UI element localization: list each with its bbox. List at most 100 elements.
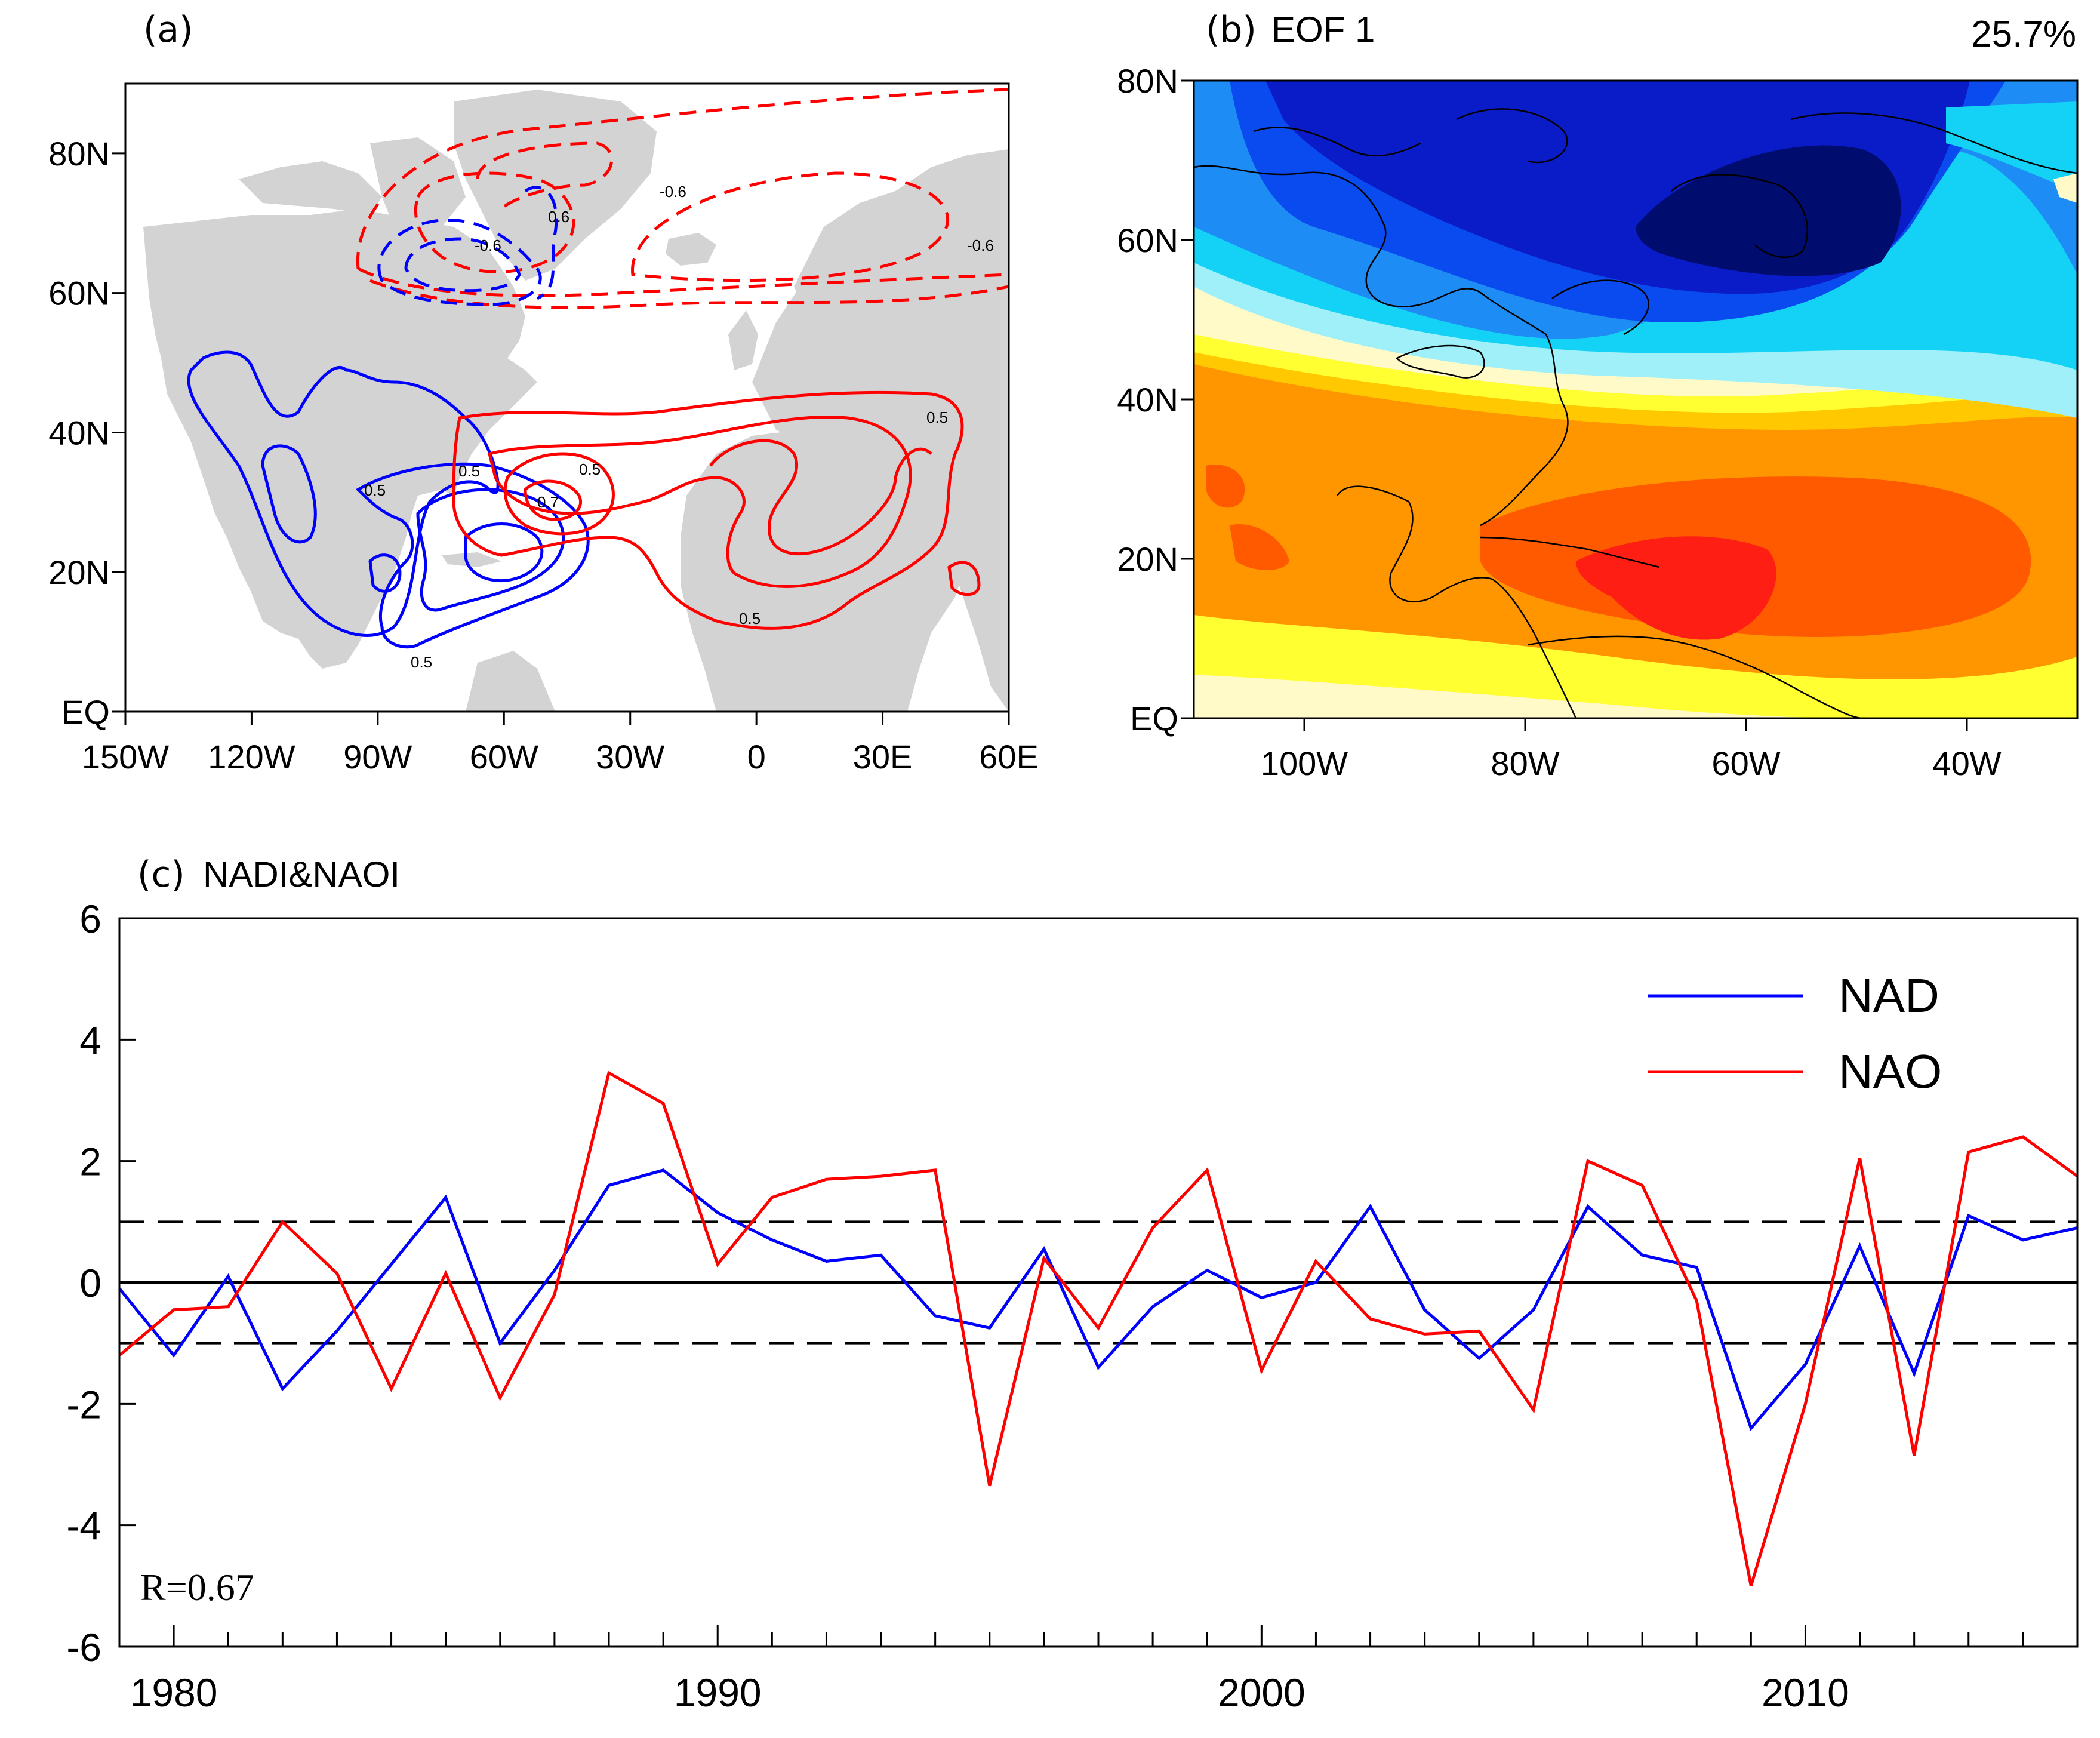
coastline (1253, 127, 1421, 157)
x-tick-label: 80W (1491, 745, 1559, 782)
x-tick-label: 2000 (1218, 1671, 1305, 1715)
y-tick-label: -4 (66, 1504, 101, 1548)
panel-c-plot: 1980 1990 2000 2010 -6 -4 -2 0 2 4 6 (66, 897, 2079, 1715)
panel-b-map: (b) EOF 1 25.7% (1117, 9, 2079, 782)
series-line-nad (118, 1168, 2078, 1431)
panel-b-tag: (b) (1206, 9, 1257, 51)
land-africa (681, 430, 967, 712)
contour-red-dashed-south-1 (357, 267, 1009, 297)
contour-blue-gulf-3 (464, 522, 544, 583)
land-arctic-islands (239, 161, 382, 215)
contour-label: 0.5 (926, 408, 948, 426)
land-caribbean (442, 552, 501, 567)
contour-red-dashed-greenland (476, 141, 614, 210)
y-tick-label: 0 (79, 1261, 101, 1305)
panel-b-axes: 100W 80W 60W 40W EQ 20N 40N 60N 80N (1117, 62, 2001, 782)
contour-label: 0.7 (537, 493, 559, 511)
coastline (1480, 536, 1660, 568)
coastline (1336, 485, 1577, 718)
field-band (1576, 536, 1776, 640)
panel-a-contours (187, 88, 1009, 649)
contour-label: -0.6 (475, 236, 501, 254)
land-scandinavia (794, 191, 895, 310)
x-tick-label: 60W (470, 738, 538, 776)
contour-label: -0.6 (967, 236, 994, 254)
y-tick-label: 4 (79, 1018, 101, 1062)
y-tick-label: -6 (66, 1625, 101, 1669)
panel-a-tag: (a) (143, 9, 193, 51)
coastline (1528, 635, 1863, 718)
contour-red-africa (709, 439, 932, 556)
series-line-nao (118, 1071, 2079, 1587)
field-band (1636, 145, 1901, 276)
contour-red-atlantic-inner (503, 452, 615, 536)
panel-a-contour-labels: -0.6 0.6 -0.6 -0.6 0.5 0.5 0.5 0.7 0.5 0… (364, 183, 994, 671)
legend-label-nao: NAO (1839, 1045, 1942, 1098)
contour-label: -0.6 (660, 183, 686, 201)
panel-b-field (1194, 81, 2077, 718)
x-tick-label: 1990 (674, 1671, 762, 1715)
contour-label: 0.5 (411, 653, 432, 671)
contour-blue-dashed-2 (404, 237, 521, 293)
x-tick-label: 0 (747, 738, 766, 776)
coastline (1551, 279, 1649, 336)
land-greenland (454, 90, 657, 281)
panel-c-title: NADI&NAOI (203, 854, 400, 894)
contour-label: 0.5 (458, 462, 480, 480)
coastline (1790, 112, 2077, 174)
panel-a-frame (124, 82, 1010, 713)
x-tick-label: 100W (1261, 745, 1348, 782)
panel-b-title: EOF 1 (1271, 10, 1375, 50)
correlation-annotation: R=0.67 (140, 1566, 254, 1608)
y-tick-label: 40N (48, 414, 110, 451)
contour-blue-dashed-1 (377, 219, 542, 306)
y-tick-label: 80N (1117, 62, 1178, 100)
legend: NAD NAO (1648, 969, 1942, 1098)
y-tick-label: -2 (66, 1382, 101, 1426)
y-tick-label: 60N (48, 275, 110, 312)
field-band (1206, 465, 1245, 508)
field-band (1194, 675, 2077, 718)
land-britain (728, 310, 758, 370)
land-south-america (466, 651, 555, 712)
contour-red-horn (947, 561, 981, 596)
contour-red-atlantic-outer (452, 390, 964, 630)
contour-red-atlantic-mid (487, 415, 912, 588)
panel-a-land (143, 90, 1009, 712)
land-north-america (143, 209, 537, 669)
coastline (1194, 165, 1569, 527)
y-tick-label: 6 (79, 897, 101, 941)
contour-red-dashed-east (631, 171, 950, 282)
y-tick-label: EQ (1130, 700, 1178, 737)
contour-red-dashed-south-2 (369, 279, 1009, 309)
x-tick-label: 2010 (1762, 1671, 1849, 1715)
field-band (1946, 101, 2077, 191)
land-arabia (931, 478, 1009, 585)
contour-red-dashed-ring (414, 171, 575, 273)
coastline (1456, 108, 1568, 164)
panel-a-map: (a) (48, 9, 1039, 776)
y-tick-label: 20N (1117, 540, 1178, 578)
panel-c-frame (118, 917, 2079, 1648)
x-tick-label: 60W (1711, 745, 1780, 782)
contour-blue-dashed-3 (524, 186, 558, 300)
land-iceland (666, 233, 716, 266)
coastline (1671, 174, 1809, 259)
x-tick-label: 60E (979, 738, 1039, 776)
contour-label: 0.6 (548, 208, 569, 226)
panel-b-coastlines (1194, 108, 2077, 718)
panel-c-tag: (c) (137, 854, 185, 896)
y-tick-label: 2 (79, 1140, 101, 1184)
x-tick-label: 30E (853, 738, 913, 776)
land-baffin (370, 137, 466, 239)
panel-b-variance: 25.7% (1971, 14, 2076, 55)
y-tick-label: 80N (48, 135, 110, 173)
contour-blue-gulf-2 (416, 488, 565, 612)
legend-label-nad: NAD (1839, 969, 1939, 1022)
x-tick-label: 90W (343, 738, 412, 776)
x-tick-label: 120W (208, 738, 295, 776)
x-tick-label: 30W (596, 738, 664, 776)
x-tick-label: 40W (1932, 745, 2001, 782)
coastline (1395, 344, 1485, 379)
